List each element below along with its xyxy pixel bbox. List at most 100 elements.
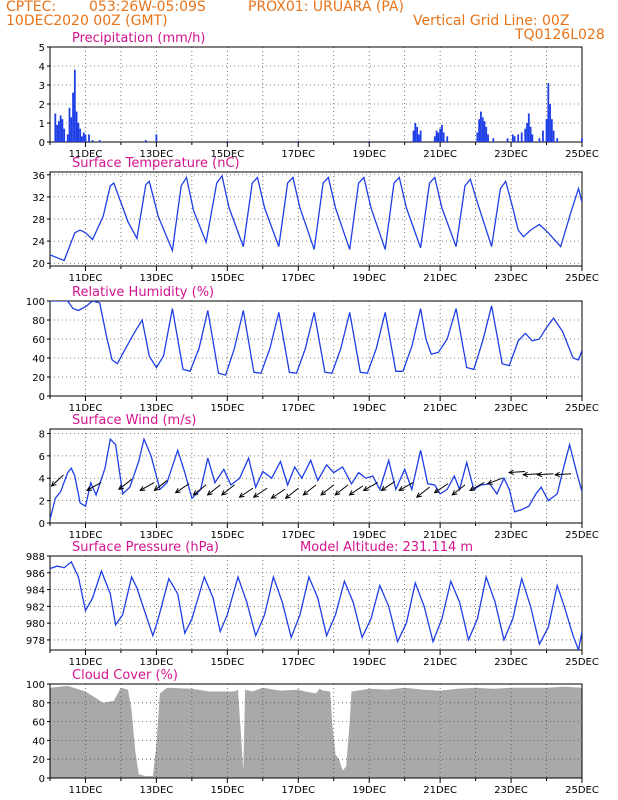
precip-bar xyxy=(75,111,78,142)
x-tick-label: 17DEC xyxy=(281,403,315,414)
precip-bar xyxy=(81,136,83,142)
x-tick-label: 23DEC xyxy=(494,530,528,541)
wind-arrow-head xyxy=(206,490,213,496)
precip-bar xyxy=(368,141,371,142)
precip-bar xyxy=(476,132,479,142)
wind-arrow-head xyxy=(451,490,458,496)
precip-bar xyxy=(73,69,76,142)
wind-arrow-head xyxy=(270,493,277,499)
wind-arrow xyxy=(487,477,504,485)
header-coords: 053:26W-05:09S xyxy=(89,0,206,15)
x-tick-label: 21DEC xyxy=(423,657,457,668)
y-tick-label: 5 xyxy=(39,43,45,54)
y-tick-label: 8 xyxy=(39,429,45,440)
x-tick-label: 25DEC xyxy=(565,657,599,668)
x-tick-label: 17DEC xyxy=(281,273,315,284)
x-tick-label: 11DEC xyxy=(69,785,103,796)
precip-bar xyxy=(98,140,101,142)
precip-bar xyxy=(478,119,481,142)
wind-arrow xyxy=(523,473,540,476)
wind-arrow-head xyxy=(86,485,93,491)
y-tick-label: 978 xyxy=(26,636,45,647)
precip-bar xyxy=(526,123,528,142)
wind-arrow-head xyxy=(118,484,124,491)
precip-bar xyxy=(70,117,73,142)
x-tick-label: 13DEC xyxy=(140,785,174,796)
panel-frame xyxy=(49,300,583,397)
y-tick-label: 60 xyxy=(32,335,45,346)
x-tick-label: 21DEC xyxy=(423,273,457,284)
y-tick-label: 60 xyxy=(32,718,45,729)
header-grid-note: Vertical Grid Line: 00Z xyxy=(413,13,570,29)
x-tick-label: 25DEC xyxy=(565,785,599,796)
wind-arrow xyxy=(253,487,268,498)
x-tick-label: 21DEC xyxy=(423,785,457,796)
panel-temperature: 20 24 28 32 36 11DEC 13DEC 15DEC 17DEC 19DEC 21DEC… xyxy=(32,156,599,284)
y-tick-label: 2 xyxy=(39,497,45,508)
precip-bar xyxy=(437,132,440,142)
y-tick-label: 36 xyxy=(32,171,45,182)
x-tick-label: 17DEC xyxy=(281,657,315,668)
wind-arrow-head xyxy=(284,493,291,499)
x-tick-label: 19DEC xyxy=(352,785,386,796)
wind-arrow xyxy=(555,473,572,476)
panel-frame xyxy=(49,428,583,524)
x-tick-label: 25DEC xyxy=(565,530,599,541)
header-org: CPTEC: xyxy=(6,0,57,15)
y-tick-label: 20 xyxy=(32,373,45,384)
precip-bar xyxy=(433,136,436,142)
x-tick-label: 13DEC xyxy=(140,530,174,541)
x-tick-label: 19DEC xyxy=(352,149,386,160)
panel-wind: 0 2 4 6 8 11DEC 13DEC 15DEC 17DEC 19DEC 21DEC 23DEC… xyxy=(39,413,599,541)
header-code: TQ0126L028 xyxy=(515,27,605,43)
y-tick-label: 986 xyxy=(26,569,45,580)
x-tick-label: 15DEC xyxy=(210,657,244,668)
x-tick-label: 23DEC xyxy=(494,273,528,284)
precip-bar xyxy=(435,130,438,142)
y-tick-label: 982 xyxy=(26,602,45,613)
x-tick-label: 23DEC xyxy=(494,403,528,414)
precip-bar xyxy=(77,123,80,142)
x-tick-label: 15DEC xyxy=(210,785,244,796)
wind-arrow xyxy=(118,478,132,490)
wind-arrow-head xyxy=(380,485,387,492)
wind-arrow-head xyxy=(334,490,341,496)
wind-arrow-head xyxy=(220,490,227,496)
wind-arrow xyxy=(349,485,364,496)
precip-bar xyxy=(550,119,553,142)
wind-arrow-head xyxy=(252,492,259,498)
panel-frame xyxy=(49,171,583,267)
x-tick-label: 13DEC xyxy=(140,273,174,284)
x-tick-label: 11DEC xyxy=(69,530,103,541)
x-tick-label: 11DEC xyxy=(69,657,103,668)
precip-bar xyxy=(66,134,69,142)
precip-bar xyxy=(72,92,74,142)
precip-bar xyxy=(88,134,90,142)
precip-bar xyxy=(91,140,94,142)
y-tick-label: 4 xyxy=(39,474,45,485)
y-tick-label: 32 xyxy=(32,193,45,204)
wind-arrow-head xyxy=(174,488,181,494)
y-tick-label: 980 xyxy=(26,619,45,630)
x-tick-label: 21DEC xyxy=(423,149,457,160)
wind-arrow xyxy=(434,483,449,494)
panel-title: Relative Humidity (%) xyxy=(72,285,214,300)
y-tick-label: 28 xyxy=(32,215,45,226)
precip-bar xyxy=(416,126,418,142)
header-station: PROX01: URUARA (PA) xyxy=(248,0,404,15)
wind-arrow-head xyxy=(50,481,57,487)
wind-arrow xyxy=(537,473,554,476)
precip-bar xyxy=(480,111,482,142)
y-tick-label: 984 xyxy=(26,586,45,597)
wind-arrow-head xyxy=(139,485,146,491)
y-tick-label: 6 xyxy=(39,452,45,463)
wind-arrow xyxy=(221,484,235,496)
precip-bar xyxy=(155,134,158,142)
y-tick-label: 0 xyxy=(39,519,45,530)
x-tick-label: 17DEC xyxy=(281,530,315,541)
x-tick-label: 25DEC xyxy=(565,149,599,160)
wind-arrow-head xyxy=(554,471,561,478)
precip-bar xyxy=(63,128,66,142)
precip-bar xyxy=(542,130,544,142)
